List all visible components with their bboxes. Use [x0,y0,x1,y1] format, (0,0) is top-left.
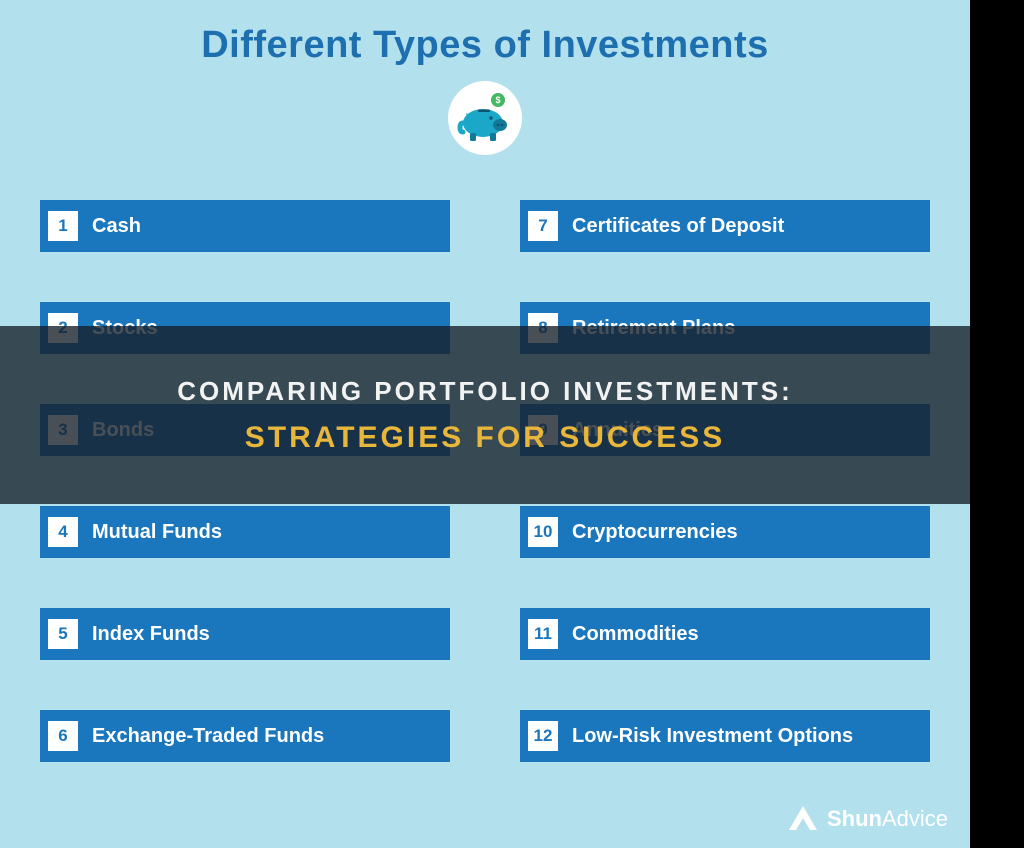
list-item: 6 Exchange-Traded Funds [40,710,450,762]
item-number: 11 [528,619,558,649]
item-number: 12 [528,721,558,751]
item-number: 6 [48,721,78,751]
item-label: Certificates of Deposit [572,215,784,238]
brand-logo-icon [787,804,819,834]
list-item: 11 Commodities [520,608,930,660]
brand-text: ShunAdvice [827,806,948,832]
item-label: Low-Risk Investment Options [572,725,853,748]
item-label: Cash [92,215,141,238]
item-number: 4 [48,517,78,547]
overlay-line2: STRATEGIES FOR SUCCESS [245,421,726,455]
list-item: 1 Cash [40,200,450,252]
list-item: 12 Low-Risk Investment Options [520,710,930,762]
item-number: 7 [528,211,558,241]
brand-badge: ShunAdvice [787,804,948,834]
item-label: Index Funds [92,623,210,646]
right-black-bar [970,0,1024,848]
infographic-stage: Different Types of Investments $ [0,0,970,848]
list-item: 7 Certificates of Deposit [520,200,930,252]
list-item: 5 Index Funds [40,608,450,660]
item-number: 10 [528,517,558,547]
piggy-bank-icon: $ [448,81,522,155]
overlay-banner: COMPARING PORTFOLIO INVESTMENTS: STRATEG… [0,326,970,504]
item-number: 5 [48,619,78,649]
svg-text:$: $ [495,95,500,105]
list-item: 10 Cryptocurrencies [520,506,930,558]
items-grid: 1Cash 2Stocks 3Bonds 4Mutual Funds 5Inde… [40,200,930,820]
item-number: 1 [48,211,78,241]
overlay-line1: COMPARING PORTFOLIO INVESTMENTS: [177,376,793,407]
page-title: Different Types of Investments [0,0,970,67]
item-label: Exchange-Traded Funds [92,725,324,748]
item-label: Mutual Funds [92,521,222,544]
item-label: Cryptocurrencies [572,521,738,544]
item-label: Commodities [572,623,699,646]
hero-icon-wrap: $ [0,81,970,155]
list-item: 4 Mutual Funds [40,506,450,558]
